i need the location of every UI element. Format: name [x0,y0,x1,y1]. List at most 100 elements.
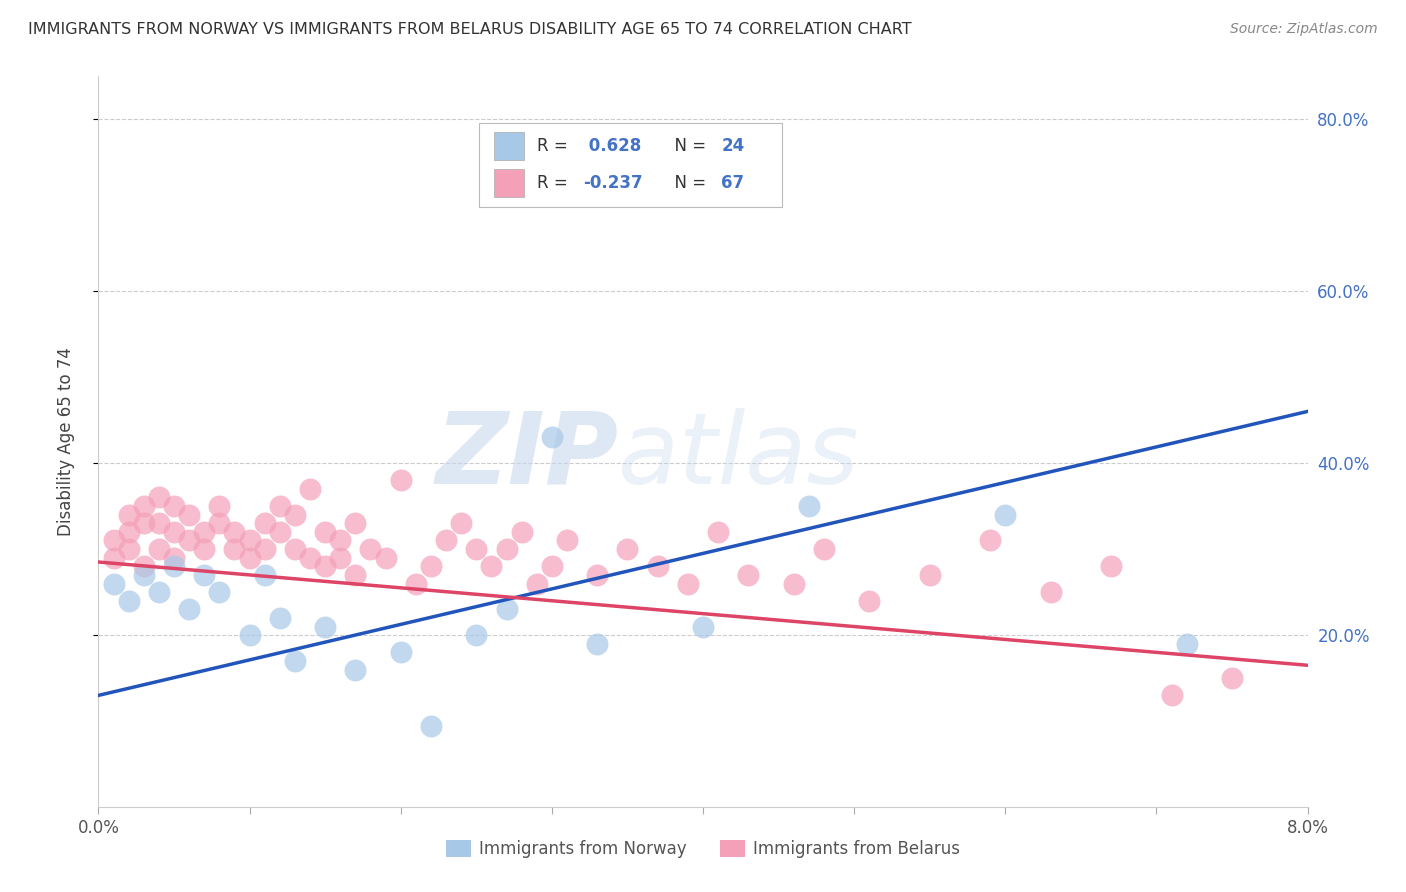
Text: 67: 67 [721,174,744,192]
Point [1039,585,1062,599]
Point [269,611,291,625]
Text: R =: R = [537,174,574,192]
Point [586,637,609,651]
Point [481,559,503,574]
Point [465,628,488,642]
Point [360,542,382,557]
Point [132,516,155,531]
Point [193,524,215,539]
Point [495,602,517,616]
Point [586,568,609,582]
Point [555,533,578,548]
Point [510,524,533,539]
Point [179,602,201,616]
Point [692,619,714,633]
Legend: Immigrants from Norway, Immigrants from Belarus: Immigrants from Norway, Immigrants from … [439,833,967,864]
FancyBboxPatch shape [494,169,524,196]
Text: N =: N = [664,137,711,155]
Point [329,550,352,565]
Point [420,718,443,732]
Point [314,619,336,633]
Text: N =: N = [664,174,711,192]
Point [783,576,806,591]
Point [224,524,246,539]
Text: ZIP: ZIP [436,408,619,505]
Point [148,542,170,557]
Point [103,576,125,591]
Point [465,542,488,557]
Text: -0.237: -0.237 [583,174,643,192]
Point [918,568,941,582]
Text: R =: R = [537,137,574,155]
Point [329,533,352,548]
Point [344,568,367,582]
Point [1099,559,1122,574]
Point [253,568,276,582]
Point [420,559,443,574]
Point [103,550,125,565]
Text: atlas: atlas [619,408,860,505]
Point [314,559,336,574]
Point [208,499,231,513]
Point [132,559,155,574]
Text: 0.628: 0.628 [583,137,641,155]
Point [118,542,141,557]
Text: Source: ZipAtlas.com: Source: ZipAtlas.com [1230,22,1378,37]
Point [374,550,396,565]
Point [284,542,307,557]
Point [284,508,307,522]
Point [239,533,262,548]
Point [118,524,141,539]
Point [148,516,170,531]
Point [163,550,186,565]
Point [344,663,367,677]
Point [540,559,562,574]
Point [344,516,367,531]
Point [179,508,201,522]
Point [1175,637,1198,651]
Point [737,568,759,582]
FancyBboxPatch shape [494,132,524,160]
Point [299,482,322,496]
Point [269,524,291,539]
Point [224,542,246,557]
Point [253,542,276,557]
Point [163,524,186,539]
Point [994,508,1017,522]
Point [193,568,215,582]
Point [179,533,201,548]
Point [269,499,291,513]
Point [193,542,215,557]
Point [239,628,262,642]
Point [526,576,548,591]
Point [148,491,170,505]
Point [208,585,231,599]
Point [813,542,835,557]
Point [118,508,141,522]
Point [405,576,427,591]
Point [434,533,457,548]
Point [284,654,307,668]
Point [132,568,155,582]
Point [858,593,880,607]
Point [495,542,517,557]
Y-axis label: Disability Age 65 to 74: Disability Age 65 to 74 [56,347,75,536]
Point [1160,689,1182,703]
FancyBboxPatch shape [479,123,782,208]
Point [707,524,730,539]
Point [163,499,186,513]
Point [389,473,412,487]
Point [148,585,170,599]
Text: 24: 24 [721,137,744,155]
Point [389,645,412,659]
Point [450,516,472,531]
Point [253,516,276,531]
Point [299,550,322,565]
Point [616,542,638,557]
Point [103,533,125,548]
Point [132,499,155,513]
Point [314,524,336,539]
Point [1220,671,1243,685]
Point [163,559,186,574]
Point [979,533,1001,548]
